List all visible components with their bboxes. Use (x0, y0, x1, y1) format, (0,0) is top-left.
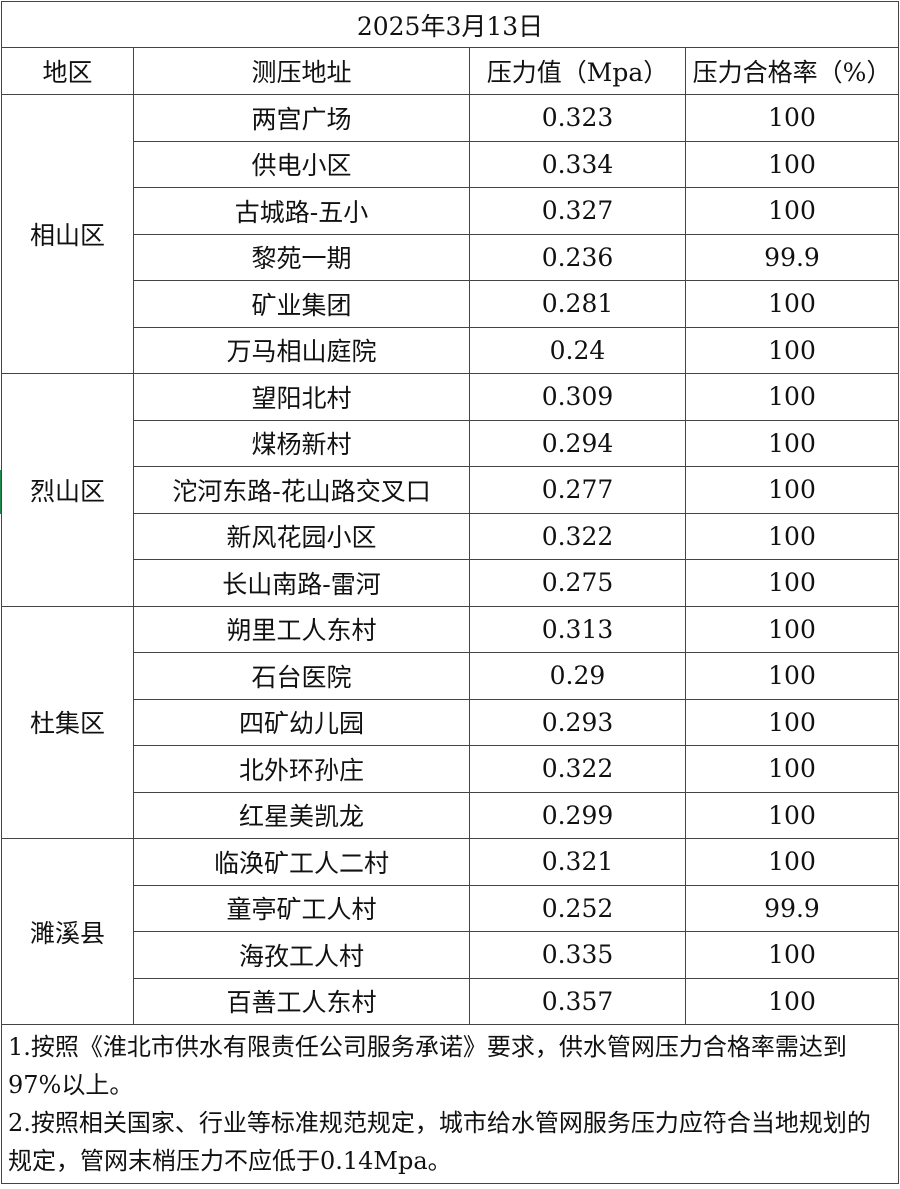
rate-cell: 100 (684, 280, 900, 328)
notes-row: 1.按照《淮北市供水有限责任公司服务承诺》要求，供水管网压力合格率需达到97%以… (0, 1024, 900, 1184)
table-row: 百善工人东村 0.357 100 (2, 977, 900, 1025)
table-row: 海孜工人村 0.335 100 (2, 931, 900, 979)
pressure-cell: 0.24 (469, 326, 686, 374)
pressure-cell: 0.294 (469, 419, 686, 467)
address-cell: 望阳北村 (133, 373, 470, 421)
pressure-cell: 0.327 (469, 187, 686, 235)
rate-cell: 100 (684, 698, 900, 746)
address-cell: 沱河东路-花山路交叉口 (133, 466, 470, 514)
pressure-cell: 0.29 (469, 652, 686, 700)
table-row: 煤杨新村 0.294 100 (2, 419, 900, 467)
address-cell: 供电小区 (133, 140, 470, 188)
rate-cell: 100 (684, 373, 900, 421)
rate-cell: 100 (684, 977, 900, 1025)
table-row: 濉溪县 临涣矿工人二村 0.321 100 (1, 838, 900, 1025)
table-row: 黎苑一期 0.236 99.9 (2, 233, 900, 281)
rate-cell: 100 (684, 94, 900, 142)
table-row: 沱河东路-花山路交叉口 0.277 100 (2, 466, 900, 514)
pressure-cell: 0.293 (469, 698, 686, 746)
rate-cell: 100 (684, 605, 900, 653)
region-cell: 烈山区 (1, 373, 134, 607)
address-cell: 长山南路-雷河 (133, 559, 470, 607)
header-region: 地区 (1, 47, 134, 95)
pressure-cell: 0.275 (469, 559, 686, 607)
table-row: 矿业集团 0.281 100 (2, 280, 900, 328)
table-row: 古城路-五小 0.327 100 (2, 187, 900, 235)
address-cell: 石台医院 (133, 652, 470, 700)
address-cell: 临涣矿工人二村 (133, 838, 470, 886)
rate-cell: 99.9 (684, 884, 900, 932)
pressure-cell: 0.277 (469, 466, 686, 514)
rate-cell: 100 (684, 791, 900, 839)
pressure-cell: 0.281 (469, 280, 686, 328)
notes-cell: 1.按照《淮北市供水有限责任公司服务承诺》要求，供水管网压力合格率需达到97%以… (0, 1024, 900, 1184)
pressure-cell: 0.334 (469, 140, 686, 188)
pressure-cell: 0.322 (469, 512, 686, 560)
address-cell: 矿业集团 (133, 280, 470, 328)
address-cell: 煤杨新村 (133, 419, 470, 467)
pressure-cell: 0.313 (469, 605, 686, 653)
pressure-cell: 0.357 (469, 977, 686, 1025)
header-address: 测压地址 (133, 47, 470, 95)
pressure-cell: 0.335 (469, 931, 686, 979)
rate-cell: 100 (684, 512, 900, 560)
rate-cell: 100 (684, 931, 900, 979)
table-row: 杜集区 朔里工人东村 0.313 100 (1, 605, 900, 839)
rate-cell: 100 (684, 559, 900, 607)
address-cell: 北外环孙庄 (133, 745, 470, 793)
pressure-cell: 0.321 (469, 838, 686, 886)
rate-cell: 100 (684, 326, 900, 374)
header-rate: 压力合格率（%） (684, 47, 900, 95)
region-cell: 杜集区 (1, 605, 134, 839)
address-cell: 红星美凯龙 (133, 791, 470, 839)
table-row: 烈山区 望阳北村 0.309 100 (1, 373, 900, 607)
rate-cell: 100 (684, 140, 900, 188)
pressure-cell: 0.299 (469, 791, 686, 839)
rate-cell: 100 (684, 652, 900, 700)
table-row: 供电小区 0.334 100 (2, 140, 900, 188)
table-row: 长山南路-雷河 0.275 100 (2, 559, 900, 607)
rate-cell: 100 (684, 745, 900, 793)
pressure-cell: 0.252 (469, 884, 686, 932)
address-cell: 古城路-五小 (133, 187, 470, 235)
rate-cell: 100 (684, 187, 900, 235)
rate-cell: 100 (684, 419, 900, 467)
table-row: 石台医院 0.29 100 (2, 652, 900, 700)
table-title: 2025年3月13日 (0, 1, 900, 48)
table-row: 四矿幼儿园 0.293 100 (2, 698, 900, 746)
rate-cell: 99.9 (684, 233, 900, 281)
pressure-cell: 0.322 (469, 745, 686, 793)
title-row: 2025年3月13日 (0, 1, 900, 48)
address-cell: 新风花园小区 (133, 512, 470, 560)
note-text: 2.按照相关国家、行业等标准规范规定，城市给水管网服务压力应符合当地规划的规定，… (8, 1109, 871, 1175)
address-cell: 百善工人东村 (133, 977, 470, 1025)
table-row: 相山区 两宫广场 0.323 100 (1, 94, 900, 374)
rate-cell: 100 (684, 838, 900, 886)
region-cell: 相山区 (1, 94, 134, 374)
header-row: 地区 测压地址 压力值（Mpa） 压力合格率（%） (1, 47, 900, 95)
rate-cell: 100 (684, 466, 900, 514)
note-text: 1.按照《淮北市供水有限责任公司服务承诺》要求，供水管网压力合格率需达到97%以… (8, 1033, 847, 1099)
table-row: 童亭矿工人村 0.252 99.9 (2, 884, 900, 932)
pressure-cell: 0.236 (469, 233, 686, 281)
address-cell: 朔里工人东村 (133, 605, 470, 653)
pressure-cell: 0.309 (469, 373, 686, 421)
table-row: 红星美凯龙 0.299 100 (2, 791, 900, 839)
table-row: 北外环孙庄 0.322 100 (2, 745, 900, 793)
region-cell: 濉溪县 (1, 838, 134, 1025)
pressure-cell: 0.323 (469, 94, 686, 142)
address-cell: 海孜工人村 (133, 931, 470, 979)
address-cell: 两宫广场 (133, 94, 470, 142)
address-cell: 四矿幼儿园 (133, 698, 470, 746)
table-row: 万马相山庭院 0.24 100 (2, 326, 900, 374)
table-row: 新风花园小区 0.322 100 (2, 512, 900, 560)
address-cell: 黎苑一期 (133, 233, 470, 281)
address-cell: 万马相山庭院 (133, 326, 470, 374)
header-pressure: 压力值（Mpa） (469, 47, 686, 95)
address-cell: 童亭矿工人村 (133, 884, 470, 932)
